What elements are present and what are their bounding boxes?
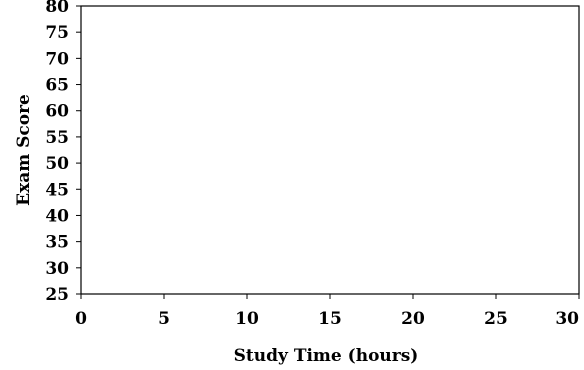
y-tick-label: 35	[45, 233, 69, 253]
y-tick-label: 55	[45, 128, 69, 148]
y-axis: 25 30 35 40 45 50 55 60 65 70 75 80	[45, 0, 81, 305]
y-tick-label: 50	[45, 154, 69, 174]
x-tick-label: 15	[318, 309, 342, 329]
x-tick-label: 20	[401, 309, 425, 329]
y-tick-label: 25	[45, 285, 69, 305]
y-tick-label: 70	[45, 49, 69, 69]
y-tick-label: 45	[45, 180, 69, 200]
x-tick-label: 0	[75, 309, 87, 329]
y-tick-label: 30	[45, 259, 69, 279]
y-tick-label: 80	[45, 0, 69, 17]
x-axis-label: Study Time (hours)	[234, 346, 419, 366]
x-tick-label: 30	[555, 309, 579, 329]
x-tick-label: 5	[158, 309, 170, 329]
y-axis-label: Exam Score	[14, 94, 34, 206]
y-tick-label: 60	[45, 102, 69, 122]
y-tick-label: 75	[45, 23, 69, 43]
plot-area	[80, 5, 580, 295]
y-tick-label: 40	[45, 206, 69, 226]
x-tick-label: 25	[484, 309, 508, 329]
x-axis: 0 5 10 15 20 25 30	[75, 294, 580, 329]
x-tick-label: 10	[235, 309, 259, 329]
y-tick-label: 65	[45, 76, 69, 96]
